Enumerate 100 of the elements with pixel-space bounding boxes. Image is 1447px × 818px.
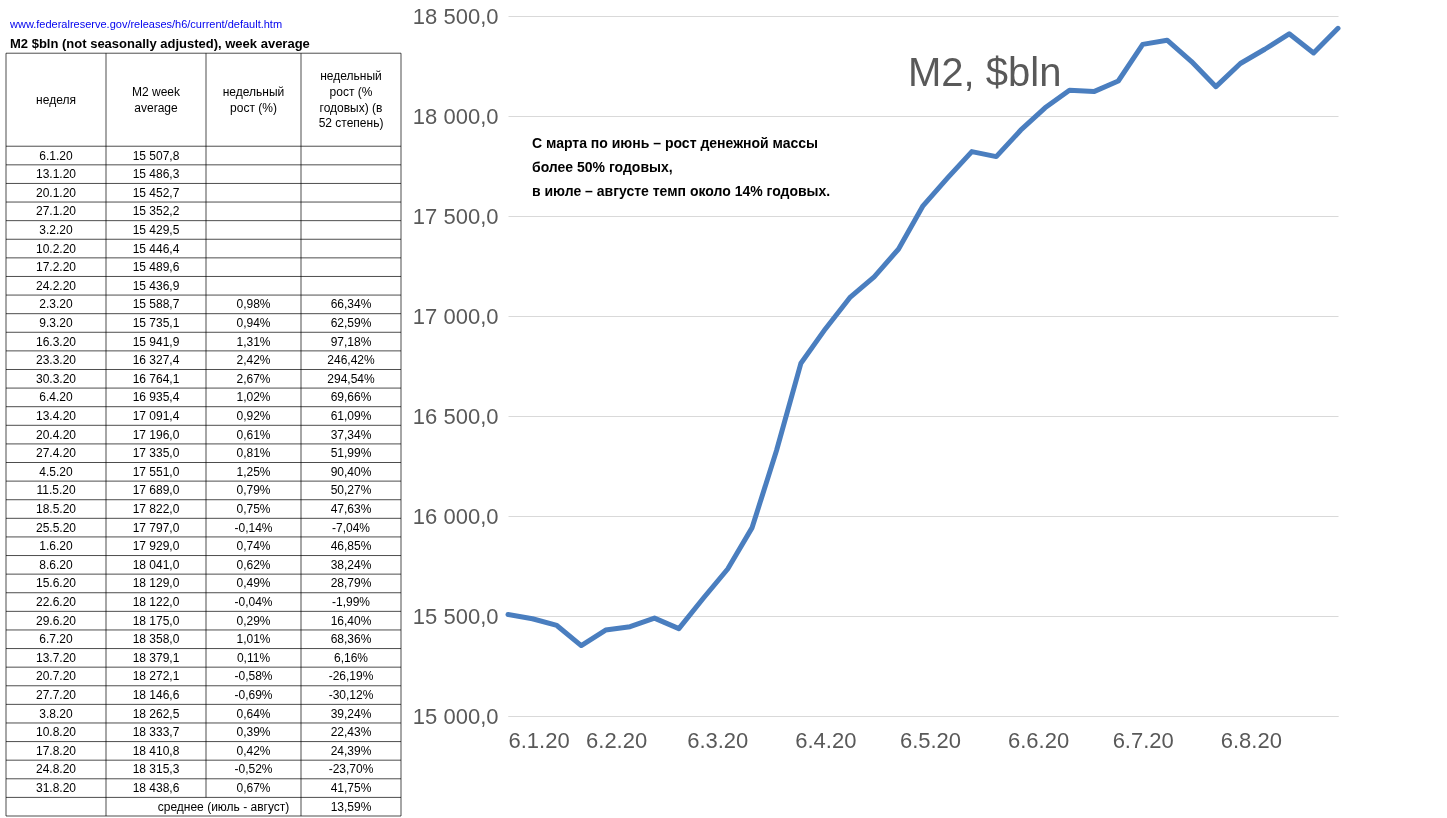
data-label: 294,54% bbox=[327, 371, 376, 386]
data-label: 0,29% bbox=[236, 613, 271, 628]
data-label: 1,25% bbox=[236, 464, 271, 479]
data-label: 15 436,9 bbox=[132, 278, 180, 293]
data-label: 37,34% bbox=[330, 427, 372, 442]
annotation: в июле – августе темп около 14% годовых. bbox=[532, 183, 831, 199]
data-label: -0,58% bbox=[234, 669, 273, 684]
category-label: 2.3.20 bbox=[39, 297, 73, 312]
category-label: 17.2.20 bbox=[35, 260, 77, 275]
data-label: 18 175,0 bbox=[132, 613, 180, 628]
text: M2 week average bbox=[131, 84, 181, 115]
data-label: 62,59% bbox=[330, 315, 372, 330]
data-label: 38,24% bbox=[330, 557, 372, 572]
data-label: 24,39% bbox=[330, 743, 372, 758]
category-label: 9.3.20 bbox=[39, 315, 73, 330]
y-tick-label: 15 500,0 bbox=[412, 603, 499, 629]
category-label: 16.3.20 bbox=[35, 334, 77, 349]
y-tick-label: 17 000,0 bbox=[412, 303, 499, 329]
category-label: 31.8.20 bbox=[35, 781, 77, 796]
category-label: 24.2.20 bbox=[35, 278, 77, 293]
data-label: 6,16% bbox=[333, 650, 369, 665]
data-label: 0,98% bbox=[236, 297, 271, 312]
data-label: 0,62% bbox=[236, 557, 271, 572]
text: среднее (июль - август) bbox=[157, 799, 290, 814]
category-label: 10.2.20 bbox=[35, 241, 77, 256]
data-label: 39,24% bbox=[330, 706, 372, 721]
y-tick-label: 18 500,0 bbox=[412, 3, 499, 29]
data-label: 15 588,7 bbox=[132, 297, 180, 312]
category-label: 23.3.20 bbox=[35, 353, 77, 368]
data-label: 18 041,0 bbox=[132, 557, 180, 572]
data-label: 50,27% bbox=[330, 483, 372, 498]
data-label: -30,12% bbox=[328, 688, 374, 703]
data-label: 16,40% bbox=[330, 613, 372, 628]
x-tick-label: 6.5.20 bbox=[899, 727, 962, 753]
data-label: 51,99% bbox=[330, 446, 372, 461]
x-tick-label: 6.8.20 bbox=[1220, 727, 1282, 753]
category-label: 3.2.20 bbox=[39, 222, 73, 237]
text: недельный рост (% годовых) (в 52 степень) bbox=[318, 69, 384, 131]
data-label: -0,14% bbox=[234, 520, 273, 535]
data-label: -1,99% bbox=[331, 595, 371, 610]
data-label: 0,11% bbox=[236, 650, 271, 665]
data-label: 15 352,2 bbox=[132, 204, 180, 219]
data-label: -7,04% bbox=[331, 520, 371, 535]
category-label: 20.7.20 bbox=[35, 669, 77, 684]
category-label: 11.5.20 bbox=[36, 483, 76, 498]
data-label: -0,69% bbox=[234, 688, 273, 703]
category-label: 6.7.20 bbox=[39, 632, 73, 647]
data-label: 18 122,0 bbox=[132, 595, 180, 610]
data-label: 17 091,4 bbox=[132, 409, 180, 423]
category-label: 20.1.20 bbox=[35, 185, 77, 200]
category-label: 8.6.20 bbox=[39, 557, 73, 572]
text: недельный рост (%) bbox=[222, 84, 285, 115]
data-label: -0,04% bbox=[234, 595, 273, 610]
annotation: более 50% годовых, bbox=[532, 159, 673, 175]
x-tick-label: 6.4.20 bbox=[795, 727, 857, 753]
data-label: 28,79% bbox=[330, 576, 372, 591]
data-label: 17 196,0 bbox=[132, 427, 180, 442]
data-label: 15 446,4 bbox=[132, 241, 180, 256]
data-label: 0,39% bbox=[236, 725, 271, 740]
y-tick-label: 15 000,0 bbox=[412, 703, 499, 729]
data-label: 2,42% bbox=[236, 353, 271, 368]
data-label: 15 507,8 bbox=[132, 148, 180, 163]
y-tick-label: 17 500,0 bbox=[412, 203, 499, 229]
data-label: 0,49% bbox=[236, 576, 271, 591]
category-label: 10.8.20 bbox=[35, 725, 77, 740]
category-label: 27.1.20 bbox=[35, 204, 77, 219]
category-label: 30.3.20 bbox=[35, 371, 77, 386]
data-label: 17 689,0 bbox=[132, 483, 180, 498]
data-label: 61,09% bbox=[330, 409, 372, 423]
data-label: 0,67% bbox=[236, 781, 271, 796]
data-label: 46,85% bbox=[330, 539, 372, 554]
data-label: 90,40% bbox=[330, 464, 372, 479]
data-label: 0,42% bbox=[236, 743, 271, 758]
annotation: С марта по июнь – рост денежной массы bbox=[532, 135, 819, 151]
text: M2 $bln (not seasonally adjusted), week average bbox=[10, 35, 310, 51]
category-label: 3.8.20 bbox=[39, 706, 73, 721]
data-label: 0,74% bbox=[236, 539, 271, 554]
data-label: 16 935,4 bbox=[132, 390, 180, 405]
data-label: 0,92% bbox=[236, 409, 271, 423]
data-label: 41,75% bbox=[330, 781, 372, 796]
data-label: 18 333,7 bbox=[132, 725, 180, 740]
text: M2, $bln bbox=[908, 50, 1062, 94]
data-label: 16 327,4 bbox=[132, 353, 180, 368]
data-label: 18 379,1 bbox=[132, 650, 180, 665]
x-tick-label: 6.6.20 bbox=[1008, 727, 1070, 753]
x-tick-label: 6.2.20 bbox=[586, 727, 648, 753]
data-label: 0,64% bbox=[236, 706, 271, 721]
text: 13,59% bbox=[330, 799, 372, 814]
data-label: 15 452,7 bbox=[132, 185, 180, 200]
data-label: 18 315,3 bbox=[132, 762, 180, 777]
data-label: 17 335,0 bbox=[132, 446, 180, 461]
category-label: 27.7.20 bbox=[35, 688, 77, 703]
data-label: 22,43% bbox=[330, 725, 372, 740]
data-label: 18 262,5 bbox=[132, 706, 180, 721]
category-label: 25.5.20 bbox=[35, 520, 77, 535]
data-label: 97,18% bbox=[330, 334, 372, 349]
data-label: 0,75% bbox=[236, 502, 271, 517]
data-label: 0,81% bbox=[236, 446, 271, 461]
data-label: 17 929,0 bbox=[132, 539, 180, 554]
category-label: 15.6.20 bbox=[35, 576, 77, 591]
